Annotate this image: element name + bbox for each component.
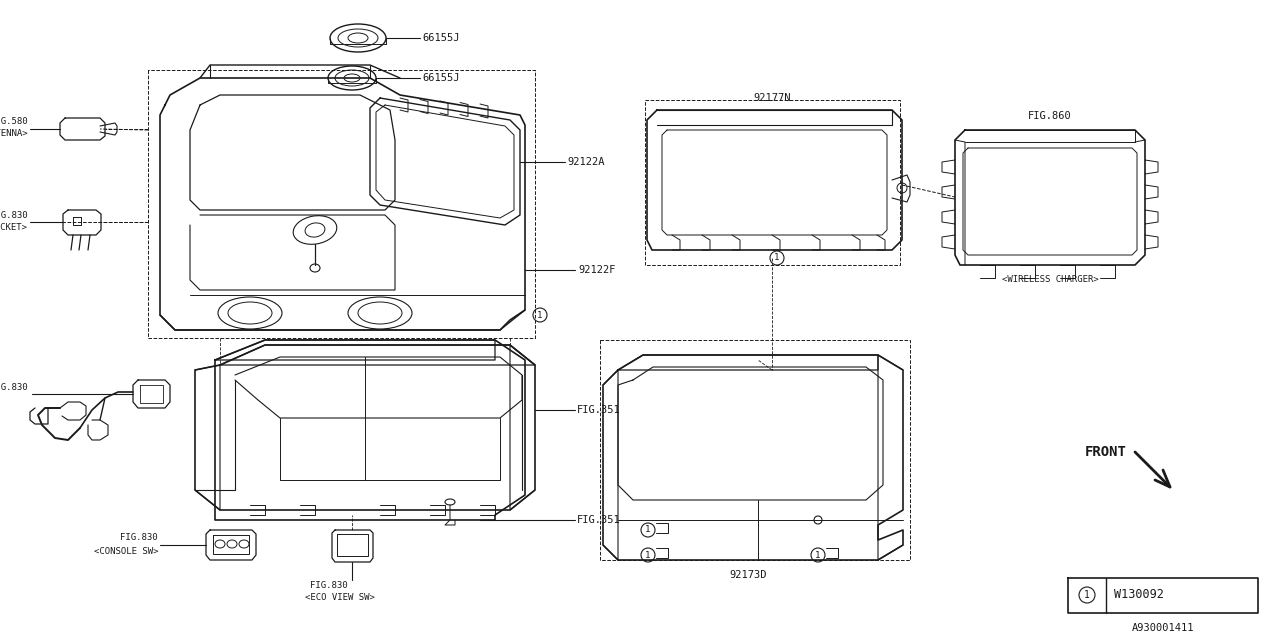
Text: 92177N: 92177N — [753, 93, 791, 103]
Text: 1: 1 — [645, 550, 650, 559]
Text: <WIRELESS CHARGER>: <WIRELESS CHARGER> — [1002, 275, 1098, 285]
Text: 1: 1 — [645, 525, 650, 534]
Text: 92173D: 92173D — [730, 570, 767, 580]
Text: 66155J: 66155J — [422, 73, 460, 83]
Text: 1: 1 — [1084, 590, 1091, 600]
Text: FIG.830: FIG.830 — [0, 211, 28, 220]
Text: 66155J: 66155J — [422, 33, 460, 43]
Text: <SMART ANTENNA>: <SMART ANTENNA> — [0, 129, 28, 138]
Text: 92122A: 92122A — [567, 157, 604, 167]
Text: 92122F: 92122F — [579, 265, 616, 275]
Text: 1: 1 — [774, 253, 780, 262]
Text: FIG.351: FIG.351 — [577, 515, 621, 525]
Text: FIG.830: FIG.830 — [310, 580, 348, 589]
Text: FIG.830: FIG.830 — [0, 383, 28, 392]
Text: <CONSOLE SW>: <CONSOLE SW> — [93, 547, 157, 557]
Text: <SOCKET>: <SOCKET> — [0, 223, 28, 232]
Text: FIG.351: FIG.351 — [577, 405, 621, 415]
Text: FIG.580: FIG.580 — [0, 116, 28, 125]
Text: <ECO VIEW SW>: <ECO VIEW SW> — [305, 593, 375, 602]
Text: FIG.830: FIG.830 — [120, 534, 157, 543]
Text: FRONT: FRONT — [1085, 445, 1126, 459]
Text: 1: 1 — [815, 550, 820, 559]
Text: W130092: W130092 — [1114, 589, 1164, 602]
Text: A930001411: A930001411 — [1132, 623, 1194, 633]
Text: 1: 1 — [538, 310, 543, 319]
Text: FIG.860: FIG.860 — [1028, 111, 1071, 121]
